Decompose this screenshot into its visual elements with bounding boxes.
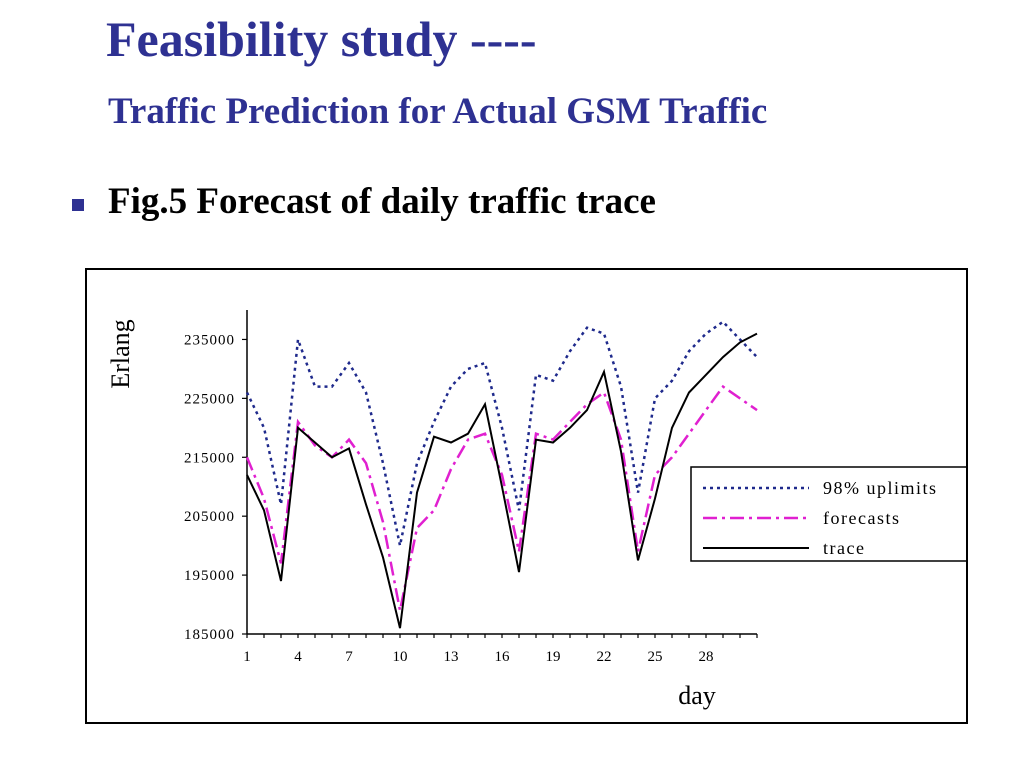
chart: 185000 195000 205000 215000 225000 235000 1 4 7 1…: [106, 310, 966, 710]
y-tick-label: 205000: [184, 509, 235, 525]
y-tick-label: 195000: [184, 568, 235, 584]
series-line-trace: [246, 332, 758, 629]
series-lines: [245, 320, 758, 629]
series-line-uplimits: [245, 320, 758, 546]
slide-title: Feasibility study ----: [106, 11, 537, 67]
legend-label-uplimits: 98% uplimits: [823, 478, 938, 498]
bullet-item: Fig.5 Forecast of daily traffic trace: [72, 181, 656, 223]
x-tick-label: 1: [243, 649, 251, 665]
x-tick-label: 10: [393, 649, 408, 665]
slide-subtitle: Traffic Prediction for Actual GSM Traffi…: [108, 91, 768, 132]
series-line-forecasts: [245, 384, 758, 611]
y-tick-label: 225000: [184, 391, 235, 407]
legend-label-trace: trace: [823, 538, 865, 558]
y-axis-label: Erlang: [106, 319, 135, 388]
y-tick-label: 235000: [184, 332, 235, 348]
legend: 98% uplimits forecasts trace: [690, 466, 966, 562]
x-tick-label: 22: [597, 649, 612, 665]
y-tick-label: 185000: [184, 627, 235, 643]
x-tick-label: 28: [699, 649, 714, 665]
legend-label-forecasts: forecasts: [823, 508, 900, 528]
x-tick-label: 13: [444, 649, 459, 665]
x-tick-label: 25: [648, 649, 663, 665]
bullet-text: Fig.5 Forecast of daily traffic trace: [108, 181, 656, 222]
legend-box: [690, 466, 966, 562]
x-tick-label: 19: [546, 649, 561, 665]
y-tick-label: 215000: [184, 450, 235, 466]
x-tick-label: 16: [495, 649, 511, 665]
x-tick-label: 7: [345, 649, 353, 665]
figure-frame: 185000 195000 205000 215000 225000 235000 1 4 7 1…: [85, 268, 968, 724]
tick-labels: 185000 195000 205000 215000 225000 235000 1 4 7 1…: [184, 332, 714, 665]
square-bullet-icon: [72, 199, 84, 212]
x-axis-label: day: [678, 681, 716, 710]
x-tick-label: 4: [294, 649, 302, 665]
axes: [242, 310, 758, 638]
